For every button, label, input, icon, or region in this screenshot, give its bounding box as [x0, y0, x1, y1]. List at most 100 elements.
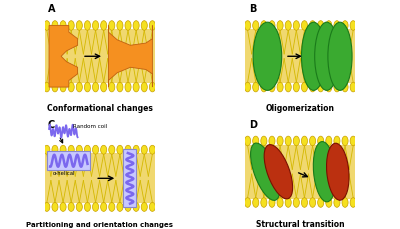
Ellipse shape	[342, 198, 348, 207]
Ellipse shape	[302, 136, 308, 146]
Text: α-helical: α-helical	[52, 170, 75, 175]
Ellipse shape	[117, 83, 123, 93]
Ellipse shape	[293, 198, 299, 207]
Ellipse shape	[149, 203, 156, 211]
Ellipse shape	[264, 145, 293, 199]
Ellipse shape	[310, 83, 316, 93]
Ellipse shape	[326, 136, 332, 146]
Ellipse shape	[302, 22, 308, 31]
Ellipse shape	[253, 22, 259, 31]
Ellipse shape	[52, 146, 58, 155]
Ellipse shape	[250, 143, 280, 201]
Ellipse shape	[326, 198, 332, 207]
Ellipse shape	[125, 146, 131, 155]
Text: Partitioning and orientation changes: Partitioning and orientation changes	[26, 221, 173, 227]
Text: A: A	[48, 5, 56, 14]
Ellipse shape	[285, 198, 291, 207]
Ellipse shape	[244, 136, 251, 146]
Ellipse shape	[310, 22, 316, 31]
Ellipse shape	[101, 203, 107, 211]
Ellipse shape	[52, 83, 58, 93]
Ellipse shape	[318, 136, 324, 146]
Bar	[246, 30, 355, 84]
Ellipse shape	[76, 146, 82, 155]
Ellipse shape	[261, 198, 267, 207]
Ellipse shape	[101, 146, 107, 155]
Text: Random coil: Random coil	[73, 123, 107, 128]
Ellipse shape	[302, 83, 308, 93]
Ellipse shape	[125, 203, 131, 211]
Ellipse shape	[244, 198, 251, 207]
Text: Conformational changes: Conformational changes	[47, 104, 152, 113]
Text: B: B	[249, 5, 256, 14]
Ellipse shape	[350, 136, 356, 146]
Ellipse shape	[293, 22, 299, 31]
Ellipse shape	[285, 83, 291, 93]
Ellipse shape	[342, 136, 348, 146]
Ellipse shape	[44, 22, 50, 31]
Ellipse shape	[277, 83, 283, 93]
Ellipse shape	[141, 146, 147, 155]
Text: D: D	[249, 120, 257, 129]
Ellipse shape	[261, 22, 267, 31]
Bar	[45, 30, 154, 84]
Ellipse shape	[52, 203, 58, 211]
Ellipse shape	[277, 136, 283, 146]
Ellipse shape	[109, 203, 115, 211]
Ellipse shape	[293, 136, 299, 146]
Ellipse shape	[125, 83, 131, 93]
Ellipse shape	[253, 198, 259, 207]
Ellipse shape	[334, 83, 340, 93]
Bar	[45, 154, 154, 203]
Ellipse shape	[84, 22, 90, 31]
Ellipse shape	[60, 146, 66, 155]
Ellipse shape	[253, 23, 282, 91]
Ellipse shape	[315, 23, 339, 91]
Ellipse shape	[109, 22, 115, 31]
Ellipse shape	[261, 136, 267, 146]
Ellipse shape	[149, 83, 156, 93]
Ellipse shape	[326, 144, 349, 200]
Ellipse shape	[350, 198, 356, 207]
Ellipse shape	[60, 203, 66, 211]
Ellipse shape	[318, 22, 324, 31]
Ellipse shape	[318, 198, 324, 207]
Ellipse shape	[109, 83, 115, 93]
Ellipse shape	[68, 22, 74, 31]
Ellipse shape	[92, 22, 98, 31]
Ellipse shape	[244, 22, 251, 31]
Ellipse shape	[44, 83, 50, 93]
Ellipse shape	[318, 83, 324, 93]
Ellipse shape	[350, 83, 356, 93]
Ellipse shape	[84, 146, 90, 155]
Ellipse shape	[285, 136, 291, 146]
Ellipse shape	[269, 198, 275, 207]
Ellipse shape	[261, 83, 267, 93]
Ellipse shape	[253, 136, 259, 146]
Ellipse shape	[334, 198, 340, 207]
Ellipse shape	[244, 83, 251, 93]
Ellipse shape	[253, 83, 259, 93]
Ellipse shape	[133, 203, 139, 211]
Ellipse shape	[101, 83, 107, 93]
Polygon shape	[108, 26, 152, 88]
Ellipse shape	[68, 203, 74, 211]
Ellipse shape	[302, 23, 326, 91]
Ellipse shape	[133, 146, 139, 155]
Ellipse shape	[60, 83, 66, 93]
Ellipse shape	[293, 83, 299, 93]
Ellipse shape	[133, 22, 139, 31]
Ellipse shape	[76, 203, 82, 211]
Ellipse shape	[334, 22, 340, 31]
Ellipse shape	[84, 203, 90, 211]
Bar	[246, 145, 355, 199]
Text: Oligomerization: Oligomerization	[266, 104, 335, 113]
Ellipse shape	[76, 83, 82, 93]
Ellipse shape	[44, 203, 50, 211]
FancyBboxPatch shape	[47, 152, 90, 170]
Text: Structural transition: Structural transition	[256, 219, 345, 228]
Ellipse shape	[326, 83, 332, 93]
Ellipse shape	[84, 83, 90, 93]
Text: C: C	[48, 120, 55, 129]
Ellipse shape	[92, 83, 98, 93]
